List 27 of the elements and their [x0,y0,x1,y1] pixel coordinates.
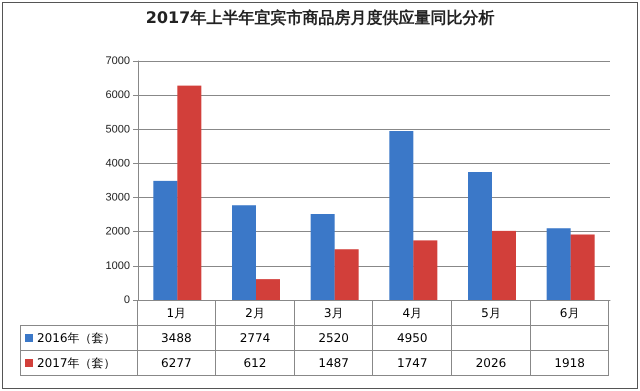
y-tick-label: 4000 [106,157,130,170]
y-tick-label: 5000 [106,123,130,136]
x-tick-label: 6月 [530,300,609,326]
legend-label: 2016年（套） [20,326,137,350]
x-tick-label: 2月 [216,300,294,326]
data-label: 3488 [137,326,216,350]
data-label: 612 [216,350,294,376]
chart-title: 2017年上半年宜宾市商品房月度供应量同比分析 [144,8,496,29]
x-tick-label: 5月 [452,300,530,326]
data-label: 2026 [452,350,530,376]
data-label: 1487 [294,350,373,376]
y-tick-label: 6000 [106,89,130,102]
y-tick-label: 3000 [106,192,130,204]
y-tick-label: 7000 [106,55,130,67]
x-tick-label: 4月 [372,300,452,326]
legend-label: 2017年（套） [20,350,137,376]
data-label: 1918 [530,350,609,376]
y-tick-label: 1000 [106,260,130,272]
x-tick-label: 1月 [137,300,216,326]
y-tick-label: 0 [124,294,130,306]
data-label: 4950 [372,326,452,350]
data-label: 6277 [137,350,216,376]
x-tick-label: 3月 [294,300,373,326]
data-label: 1747 [372,350,452,376]
y-tick-label: 2000 [106,226,130,238]
data-label: 2520 [294,326,373,350]
data-label: 2774 [216,326,294,350]
